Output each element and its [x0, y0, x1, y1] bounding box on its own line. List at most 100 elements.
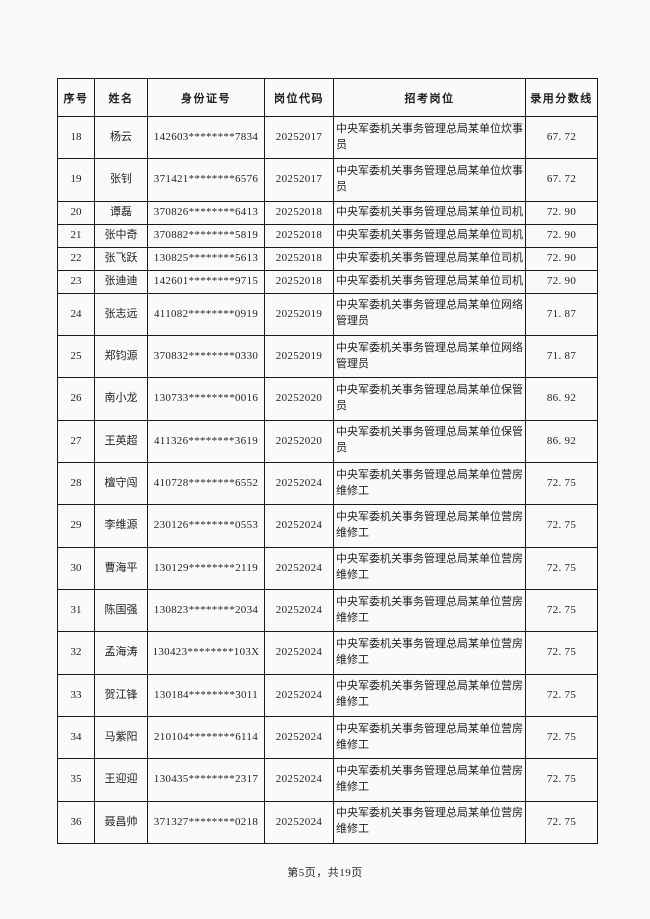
- cell-position-code: 20252024: [264, 588, 334, 633]
- cell-score: 72. 75: [525, 758, 598, 802]
- cell-id-number: 210104********6114: [147, 715, 265, 760]
- cell-position: 中央军委机关事务管理总局某单位网络管理员: [333, 334, 526, 379]
- cell-position: 中央军委机关事务管理总局某单位保管员: [333, 419, 526, 463]
- table-header: 序号 姓名 身份证号 岗位代码 招考岗位 录用分数线: [57, 78, 598, 117]
- cell-index: 23: [57, 269, 95, 294]
- cell-name: 张迪迪: [94, 269, 148, 294]
- cell-position-code: 20252024: [264, 758, 334, 802]
- cell-index: 25: [57, 334, 95, 379]
- cell-name: 张志远: [94, 292, 148, 336]
- cell-position-code: 20252024: [264, 715, 334, 760]
- cell-id-number: 411326********3619: [147, 419, 265, 463]
- cell-position-code: 20252017: [264, 115, 334, 160]
- table-row: 24 张志远 411082********0919 20252019 中央军委机关事务管…: [57, 292, 598, 336]
- cell-score: 71. 87: [525, 292, 598, 336]
- cell-index: 26: [57, 377, 95, 421]
- cell-name: 杨云: [94, 115, 148, 160]
- cell-id-number: 142601********9715: [147, 269, 265, 294]
- cell-name: 马紫阳: [94, 715, 148, 760]
- cell-score: 67. 72: [525, 115, 598, 160]
- cell-position-code: 20252024: [264, 461, 334, 506]
- cell-position-code: 20252017: [264, 158, 334, 202]
- table-row: 22 张飞跃 130825********5613 20252018 中央军委机关事务管…: [57, 246, 598, 271]
- table-row: 25 郑钧源 370832********0330 20252019 中央军委机关事务管…: [57, 334, 598, 379]
- cell-position-code: 20252020: [264, 377, 334, 421]
- cell-score: 72. 75: [525, 673, 598, 717]
- page-footer: 第5页，共19页: [287, 867, 363, 879]
- cell-name: 贺江锋: [94, 673, 148, 717]
- cell-position: 中央军委机关事务管理总局某单位司机: [333, 200, 526, 225]
- cell-score: 72. 90: [525, 269, 598, 294]
- cell-id-number: 130823********2034: [147, 588, 265, 633]
- cell-id-number: 371421********6576: [147, 158, 265, 202]
- cell-name: 孟海涛: [94, 631, 148, 675]
- table-row: 27 王英超 411326********3619 20252020 中央军委机关事务管…: [57, 419, 598, 463]
- cell-index: 36: [57, 800, 95, 845]
- cell-position-code: 20252019: [264, 292, 334, 336]
- cell-position: 中央军委机关事务管理总局某单位司机: [333, 269, 526, 294]
- cell-index: 34: [57, 715, 95, 760]
- cell-score: 86. 92: [525, 419, 598, 463]
- cell-id-number: 370882********5819: [147, 223, 265, 248]
- cell-id-number: 371327********0218: [147, 800, 265, 845]
- cell-score: 72. 90: [525, 200, 598, 225]
- cell-position: 中央军委机关事务管理总局某单位炊事员: [333, 158, 526, 202]
- table-row: 26 南小龙 130733********0016 20252020 中央军委机关事务管…: [57, 377, 598, 421]
- cell-id-number: 130825********5613: [147, 246, 265, 271]
- cell-index: 29: [57, 504, 95, 548]
- column-header-id-number: 身份证号: [147, 78, 265, 117]
- cell-score: 72. 75: [525, 631, 598, 675]
- cell-score: 86. 92: [525, 377, 598, 421]
- cell-index: 33: [57, 673, 95, 717]
- table-row: 35 王迎迎 130435********2317 20252024 中央军委机关事务管…: [57, 758, 598, 802]
- cell-score: 72. 75: [525, 588, 598, 633]
- cell-id-number: 230126********0553: [147, 504, 265, 548]
- cell-index: 18: [57, 115, 95, 160]
- cell-position-code: 20252024: [264, 673, 334, 717]
- cell-position: 中央军委机关事务管理总局某单位司机: [333, 223, 526, 248]
- cell-position: 中央军委机关事务管理总局某单位网络管理员: [333, 292, 526, 336]
- cell-score: 72. 75: [525, 461, 598, 506]
- table-body: 18 杨云 142603********7834 20252017 中央军委机关事务管理…: [57, 115, 598, 845]
- cell-position: 中央军委机关事务管理总局某单位营房维修工: [333, 461, 526, 506]
- table-header-row: 序号 姓名 身份证号 岗位代码 招考岗位 录用分数线: [57, 78, 598, 117]
- cell-index: 30: [57, 546, 95, 590]
- cell-id-number: 130129********2119: [147, 546, 265, 590]
- cell-score: 67. 72: [525, 158, 598, 202]
- cell-name: 郑钧源: [94, 334, 148, 379]
- cell-name: 檀守闯: [94, 461, 148, 506]
- cell-id-number: 370826********6413: [147, 200, 265, 225]
- table-row: 30 曹海平 130129********2119 20252024 中央军委机关事务管…: [57, 546, 598, 590]
- cell-position-code: 20252018: [264, 200, 334, 225]
- table-row: 20 谭磊 370826********6413 20252018 中央军委机关事务管理…: [57, 200, 598, 225]
- cell-position: 中央军委机关事务管理总局某单位营房维修工: [333, 800, 526, 845]
- cell-position-code: 20252024: [264, 546, 334, 590]
- cell-name: 张飞跃: [94, 246, 148, 271]
- cell-name: 王英超: [94, 419, 148, 463]
- cell-name: 张中奇: [94, 223, 148, 248]
- cell-score: 72. 90: [525, 246, 598, 271]
- cell-id-number: 370832********0330: [147, 334, 265, 379]
- cell-position-code: 20252019: [264, 334, 334, 379]
- cell-score: 71. 87: [525, 334, 598, 379]
- table-row: 32 孟海涛 130423********103X 20252024 中央军委机关事务管…: [57, 631, 598, 675]
- cell-position-code: 20252018: [264, 269, 334, 294]
- cell-position: 中央军委机关事务管理总局某单位营房维修工: [333, 504, 526, 548]
- cell-id-number: 142603********7834: [147, 115, 265, 160]
- cell-index: 35: [57, 758, 95, 802]
- table-row: 31 陈国强 130823********2034 20252024 中央军委机关事务管…: [57, 588, 598, 633]
- cell-index: 24: [57, 292, 95, 336]
- table-row: 29 李维源 230126********0553 20252024 中央军委机关事务管…: [57, 504, 598, 548]
- cell-name: 李维源: [94, 504, 148, 548]
- cell-name: 南小龙: [94, 377, 148, 421]
- cell-index: 22: [57, 246, 95, 271]
- cell-name: 王迎迎: [94, 758, 148, 802]
- table-row: 36 聂昌帅 371327********0218 20252024 中央军委机关事务管…: [57, 800, 598, 845]
- cell-position: 中央军委机关事务管理总局某单位营房维修工: [333, 631, 526, 675]
- cell-position: 中央军委机关事务管理总局某单位保管员: [333, 377, 526, 421]
- cell-index: 32: [57, 631, 95, 675]
- cell-position-code: 20252020: [264, 419, 334, 463]
- cell-index: 20: [57, 200, 95, 225]
- cell-index: 28: [57, 461, 95, 506]
